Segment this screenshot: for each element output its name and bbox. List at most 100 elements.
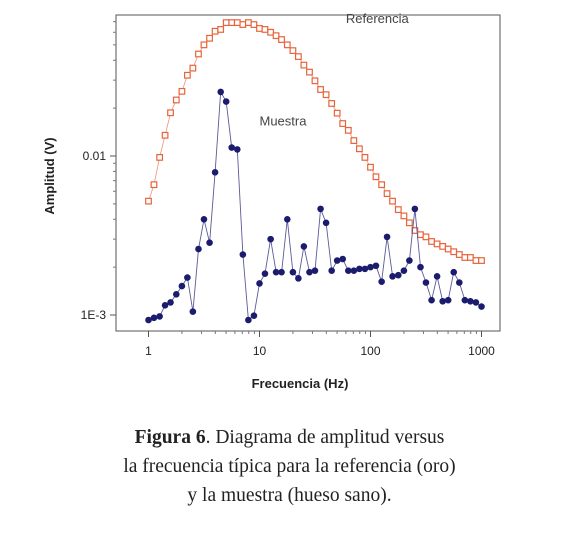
muestra-point — [417, 263, 424, 271]
referencia-point — [355, 145, 363, 153]
muestra-point — [250, 312, 258, 319]
muestra-point — [217, 88, 224, 96]
muestra-point — [367, 263, 374, 271]
muestra-point — [256, 280, 263, 287]
muestra-point — [422, 279, 430, 286]
referencia-point — [156, 153, 164, 161]
caption-text-1: . Diagrama de amplitud versus — [205, 427, 445, 448]
muestra-point — [339, 255, 347, 263]
muestra-point — [433, 273, 441, 280]
referencia-point — [195, 50, 202, 58]
referencia-point — [250, 21, 258, 28]
muestra-point — [289, 268, 297, 276]
referencia-label: Referencia — [346, 11, 410, 26]
referencia-point — [294, 53, 302, 60]
x-tick-label: 1 — [145, 344, 152, 358]
muestra-point — [472, 299, 480, 306]
muestra-point — [444, 296, 452, 304]
caption-label: Figura 6 — [134, 427, 206, 448]
muestra-line — [148, 90, 482, 321]
referencia-point — [244, 19, 252, 27]
referencia-point — [211, 27, 219, 35]
referencia-point — [150, 181, 158, 189]
referencia-point — [183, 71, 191, 79]
referencia-point — [222, 19, 230, 27]
muestra-point — [311, 267, 319, 274]
muestra-point — [300, 243, 308, 250]
muestra-point — [378, 278, 385, 285]
caption-line-2: la frecuencia típica para la referencia … — [123, 456, 456, 477]
referencia-point — [405, 219, 413, 227]
muestra-point — [234, 146, 241, 153]
referencia-point — [278, 36, 285, 43]
referencia-point — [300, 61, 308, 69]
muestra-point — [156, 313, 163, 320]
referencia-point — [461, 254, 469, 261]
referencia-point — [306, 68, 313, 76]
referencia-point — [289, 47, 297, 55]
x-tick-label: 100 — [360, 344, 380, 358]
muestra-point — [222, 98, 230, 105]
muestra-point — [206, 239, 213, 246]
referencia-point — [311, 77, 319, 85]
muestra-point — [456, 279, 463, 286]
referencia-point — [267, 28, 275, 36]
muestra-point — [478, 303, 485, 310]
x-tick-label: 10 — [253, 344, 267, 358]
muestra-point — [278, 268, 285, 276]
muestra-point — [467, 297, 474, 305]
muestra-point — [428, 296, 435, 304]
muestra-point — [439, 297, 446, 305]
referencia-point — [361, 153, 369, 161]
muestra-series — [145, 88, 485, 324]
referencia-point — [367, 163, 374, 171]
referencia-point — [161, 131, 169, 139]
referencia-point — [328, 100, 336, 107]
referencia-point — [400, 212, 408, 220]
referencia-point — [200, 41, 208, 49]
referencia-point — [256, 25, 263, 32]
series-annotations: Referencia Muestra — [260, 11, 410, 129]
referencia-point — [389, 197, 396, 205]
referencia-point — [433, 240, 441, 248]
referencia-point — [167, 109, 174, 117]
referencia-point — [206, 34, 213, 42]
referencia-point — [172, 96, 180, 104]
muestra-point — [195, 245, 202, 253]
x-axis-label: Frecuencia (Hz) — [252, 376, 349, 391]
referencia-point — [350, 137, 358, 144]
y-tick-label: 0.01 — [83, 149, 107, 163]
referencia-point — [228, 19, 236, 27]
referencia-point — [394, 206, 402, 214]
referencia-point — [344, 126, 352, 134]
muestra-point — [345, 267, 352, 274]
muestra-point — [328, 267, 335, 274]
referencia-point — [178, 87, 186, 95]
muestra-point — [383, 233, 391, 241]
referencia-point — [145, 197, 152, 205]
caption-line-3: y la muestra (hueso sano). — [187, 485, 392, 506]
referencia-series — [145, 19, 485, 264]
x-axis: 1 10 100 1000 — [145, 331, 495, 358]
muestra-point — [267, 235, 274, 243]
referencia-point — [239, 21, 247, 28]
referencia-point — [378, 181, 386, 189]
referencia-point — [450, 248, 458, 256]
muestra-point — [406, 257, 413, 264]
figure-caption: Figura 6. Diagrama de amplitud versus la… — [0, 423, 579, 510]
muestra-point — [350, 267, 358, 274]
x-tick-label: 1000 — [468, 344, 495, 358]
muestra-point — [411, 205, 419, 213]
referencia-point — [317, 86, 324, 93]
muestra-point — [261, 270, 269, 277]
muestra-point — [172, 290, 180, 298]
plot-frame — [115, 14, 501, 332]
muestra-point — [400, 267, 408, 274]
referencia-point — [478, 257, 485, 264]
muestra-point — [189, 308, 197, 315]
referencia-point — [283, 41, 291, 49]
referencia-point — [322, 91, 330, 99]
muestra-point — [178, 282, 186, 290]
referencia-point — [372, 173, 380, 181]
